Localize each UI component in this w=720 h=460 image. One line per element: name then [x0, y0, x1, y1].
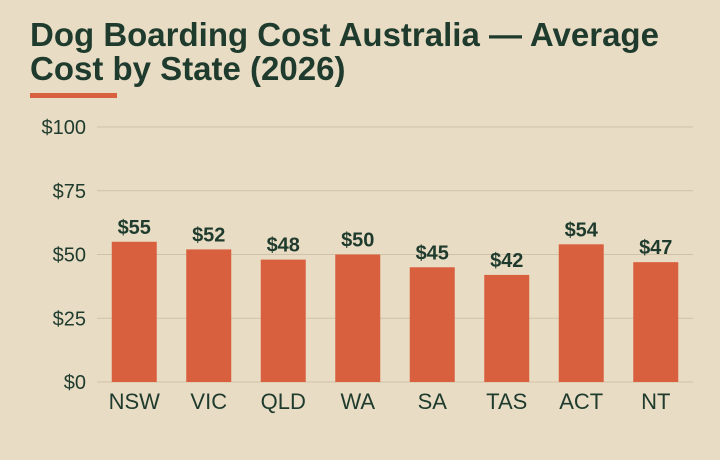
- value-label: $54: [565, 219, 599, 241]
- y-tick-label: $50: [53, 245, 86, 267]
- x-tick-label: ACT: [559, 389, 603, 414]
- y-axis-ticks: $0 $25 $50 $75 $100: [42, 117, 87, 394]
- x-tick-label: QLD: [261, 389, 306, 414]
- y-tick-label: $100: [42, 117, 87, 139]
- x-tick-label: NSW: [109, 389, 161, 414]
- bar: [409, 267, 455, 382]
- value-label: $42: [490, 250, 523, 272]
- x-tick-label: WA: [340, 389, 375, 414]
- value-label: $47: [639, 237, 672, 259]
- bar: [633, 262, 679, 382]
- x-tick-label: VIC: [190, 389, 227, 414]
- value-label: $50: [341, 230, 374, 252]
- bars: [111, 241, 679, 382]
- bar: [186, 249, 232, 382]
- x-tick-label: NT: [641, 389, 670, 414]
- y-tick-label: $0: [64, 372, 86, 394]
- value-label: $55: [118, 217, 151, 239]
- value-label: $48: [267, 235, 300, 257]
- y-tick-label: $25: [53, 308, 86, 330]
- chart-title: Dog Boarding Cost Australia — Average Co…: [30, 16, 659, 87]
- bar: [558, 244, 604, 382]
- title-accent-bar: [30, 93, 117, 98]
- y-tick-label: $75: [53, 181, 86, 203]
- value-label: $45: [416, 242, 449, 264]
- value-label: $52: [192, 224, 225, 246]
- bar: [484, 274, 530, 382]
- x-tick-label: TAS: [486, 389, 527, 414]
- x-tick-label: SA: [418, 389, 448, 414]
- bar: [260, 259, 306, 382]
- value-labels: $55 $52 $48 $50 $45 $42 $54 $47: [118, 217, 673, 272]
- bar: [335, 254, 381, 382]
- bar: [111, 241, 157, 382]
- x-axis-ticks: NSW VIC QLD WA SA TAS ACT NT: [109, 389, 671, 414]
